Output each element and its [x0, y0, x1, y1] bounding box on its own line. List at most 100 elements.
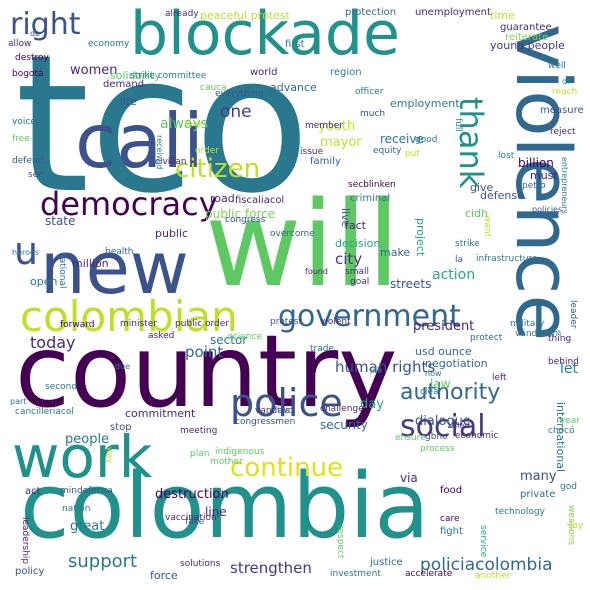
word-cloud-word: defend	[12, 156, 44, 166]
word-cloud-word: u	[14, 229, 39, 273]
word-cloud-word: national	[57, 252, 67, 289]
word-cloud-word: colombian	[20, 292, 238, 341]
word-cloud-word: work	[12, 423, 153, 491]
word-cloud-word: investment	[330, 569, 381, 579]
word-cloud-word: justice	[370, 557, 403, 568]
word-cloud-word: health	[105, 247, 134, 257]
word-cloud-word: technology	[495, 507, 545, 517]
word-cloud-word: thank	[452, 97, 490, 189]
word-cloud-word: continue	[230, 453, 344, 483]
word-cloud-word: vaccination	[165, 513, 217, 523]
word-cloud-word: negotiation	[425, 357, 488, 370]
word-cloud-word: forward	[60, 320, 95, 330]
word-cloud-word: strike	[455, 239, 480, 249]
word-cloud-word: destroy	[15, 53, 49, 63]
word-cloud-word: fake	[185, 517, 205, 527]
word-cloud-word: officer	[355, 87, 384, 97]
word-cloud-word: fight	[440, 526, 463, 537]
word-cloud-word: many	[520, 469, 557, 484]
word-cloud-word: part	[10, 397, 27, 406]
word-cloud-word: demand	[103, 79, 145, 90]
word-cloud-word: measure	[540, 105, 584, 116]
word-cloud-word: defense	[480, 189, 524, 202]
word-cloud-word: overcome	[270, 229, 315, 239]
word-cloud-word: congressmen	[235, 417, 296, 427]
word-cloud-word: process	[420, 444, 455, 454]
word-cloud-word: open	[30, 275, 58, 288]
word-cloud-word: small	[345, 267, 369, 277]
word-cloud-word: action	[432, 267, 476, 283]
word-cloud-word: will	[205, 175, 400, 313]
word-cloud-word: two	[277, 406, 294, 416]
word-cloud-word: challenge	[320, 404, 364, 414]
word-cloud-word: mindefensa	[60, 486, 113, 496]
word-cloud-word: due	[115, 362, 131, 371]
word-cloud-word: bogotá	[12, 69, 44, 79]
word-cloud-word: road	[210, 192, 235, 205]
word-cloud-word: decision	[335, 237, 381, 250]
word-cloud-word: region	[330, 67, 362, 78]
word-cloud-word: clear	[420, 387, 443, 397]
word-cloud-word: right	[10, 7, 81, 42]
word-cloud-word: colombia	[20, 454, 430, 559]
word-cloud-word: ensure	[395, 433, 426, 443]
word-cloud-word: leadership	[20, 517, 30, 565]
word-cloud-word: country	[15, 313, 398, 430]
word-cloud-word: solidarity	[110, 69, 161, 82]
word-cloud-word: cauca	[200, 83, 227, 93]
word-cloud-word: meeting	[180, 426, 218, 436]
word-cloud-word: much	[360, 109, 386, 119]
word-cloud-word: economy	[88, 39, 130, 49]
word-cloud-word: strengthen	[230, 559, 312, 577]
word-cloud-word: point	[185, 343, 224, 361]
word-cloud-word: good	[415, 135, 438, 145]
word-cloud-word: minister	[120, 319, 157, 329]
word-cloud-word: found	[305, 267, 328, 276]
word-cloud-word: project	[414, 218, 427, 257]
word-cloud-word: fiscaliacol	[235, 195, 285, 206]
word-cloud-word: full	[453, 118, 463, 132]
word-cloud-word: today	[30, 333, 76, 352]
word-cloud-word: order	[195, 146, 219, 156]
word-cloud-word: destruction	[155, 487, 229, 502]
word-cloud-word: second	[45, 382, 78, 392]
word-cloud-word: plan	[190, 449, 210, 459]
word-cloud-word: secblinken	[348, 180, 396, 190]
word-cloud-word: received	[155, 135, 164, 170]
word-cloud-word: let	[560, 361, 578, 377]
word-cloud-word: food	[440, 485, 463, 496]
word-cloud-word: science	[228, 332, 262, 342]
word-cloud-word: well	[548, 61, 566, 71]
word-cloud-word: city	[335, 250, 363, 268]
word-cloud-word: first	[285, 39, 305, 50]
word-cloud-word: sector	[210, 333, 248, 347]
word-cloud-word: leader	[568, 300, 578, 329]
word-cloud-word: one	[220, 102, 252, 122]
word-cloud-word: economic	[455, 431, 499, 441]
word-cloud-word: billion	[518, 156, 554, 170]
word-cloud-word: may	[185, 119, 203, 128]
word-cloud-word: put	[405, 149, 420, 159]
word-cloud-word: la	[455, 255, 464, 265]
word-cloud-word: way	[105, 447, 114, 464]
word-cloud-word: policiacolombia	[420, 555, 553, 575]
word-cloud-word: public	[155, 227, 189, 240]
word-cloud-word: blockade	[130, 0, 400, 69]
word-cloud-word: dr	[562, 77, 571, 86]
word-cloud-word: equity	[373, 146, 402, 156]
word-cloud-word: want	[482, 215, 492, 238]
word-cloud-word: time	[490, 9, 515, 22]
word-cloud-word: employment	[390, 97, 460, 110]
word-cloud-word: women	[70, 63, 118, 78]
word-cloud-word: protect	[470, 333, 503, 343]
word-cloud-word: voice	[12, 117, 36, 127]
word-cloud-word: reject	[550, 127, 576, 137]
word-cloud-word: everything	[215, 89, 264, 99]
word-cloud-word: authority	[400, 380, 501, 405]
word-cloud-word: goal	[350, 277, 370, 287]
word-cloud-word: policy	[15, 566, 45, 577]
word-cloud-word: respect	[335, 525, 345, 559]
word-cloud-word: peaceful protest	[200, 9, 290, 22]
word-cloud-word: now	[425, 369, 442, 378]
